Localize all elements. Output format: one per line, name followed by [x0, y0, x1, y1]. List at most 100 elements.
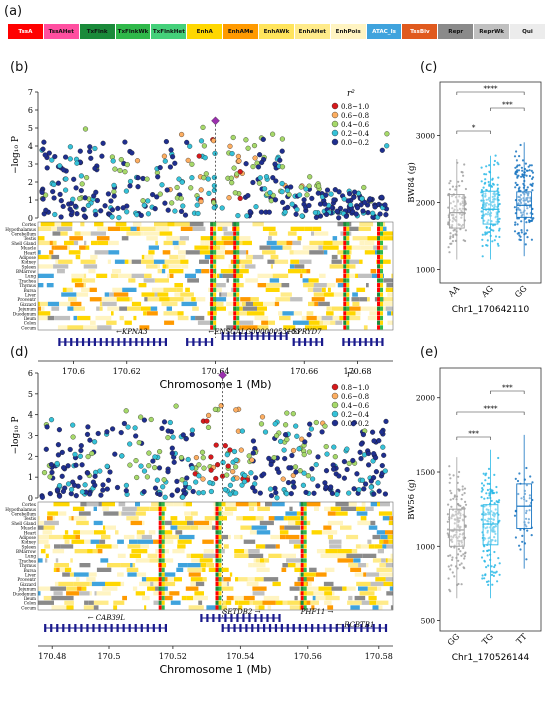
- snp-point: [134, 474, 140, 481]
- tissue-label: Heart: [24, 250, 37, 255]
- chromatin-segment: [48, 254, 52, 260]
- snp-point: [179, 179, 185, 185]
- chromatin-segment: [174, 577, 182, 582]
- chromatin-segment: [372, 605, 379, 610]
- chromatin-segment: [85, 315, 91, 321]
- jitter-point: [486, 519, 489, 523]
- jitter-point: [458, 563, 461, 567]
- snp-point: [54, 487, 60, 493]
- chromatin-segment: [309, 240, 324, 246]
- chromatin-segment: [66, 287, 73, 292]
- chromatin-segment: [195, 581, 205, 587]
- chromatin-segment: [289, 264, 295, 269]
- promoter-segment: [218, 502, 222, 507]
- snp-point: [250, 164, 256, 170]
- snp-point: [347, 191, 353, 197]
- snp-point: [293, 211, 299, 217]
- chromatin-segment: [320, 553, 336, 558]
- jitter-point: [493, 198, 496, 201]
- chromatin-segment: [117, 553, 126, 558]
- jitter-point: [517, 492, 520, 496]
- snp-point: [380, 444, 386, 450]
- promoter-segment: [233, 268, 237, 274]
- chromatin-segment: [375, 577, 386, 582]
- promoter-segment: [213, 325, 217, 330]
- promoter-segment: [158, 558, 162, 563]
- jitter-point: [486, 239, 489, 242]
- jitter-point: [454, 510, 457, 513]
- chromatin-segment: [124, 320, 132, 325]
- jitter-point: [490, 573, 494, 577]
- jitter-point: [497, 557, 500, 560]
- chromatin-segment: [41, 306, 45, 311]
- snp-point: [360, 208, 366, 214]
- chromatin-segment: [314, 301, 319, 307]
- x-tick-label: 170.56: [294, 652, 322, 661]
- jitter-point: [494, 564, 497, 567]
- snp-point: [281, 447, 287, 453]
- snp-point: [93, 189, 99, 195]
- chromatin-segment: [96, 544, 112, 549]
- chromatin-segment: [383, 297, 393, 302]
- gene-exon: [354, 624, 357, 632]
- chromatin-segment: [86, 502, 99, 507]
- chromatin-segment: [107, 259, 111, 264]
- snp-point: [250, 438, 256, 444]
- promoter-segment: [213, 226, 217, 231]
- chromatin-segment: [55, 558, 59, 563]
- chromatin-segment: [278, 311, 283, 316]
- promoter-segment: [233, 240, 237, 246]
- chromatin-segment: [103, 511, 119, 516]
- jitter-point: [457, 539, 460, 542]
- snp-point: [89, 450, 95, 457]
- snp-point: [313, 214, 319, 220]
- chromatin-segment: [147, 553, 158, 558]
- chromatin-segment: [168, 264, 182, 269]
- chromatin-segment: [222, 549, 225, 554]
- snp-point: [224, 452, 230, 458]
- jitter-point: [515, 159, 519, 162]
- snp-point: [165, 435, 171, 441]
- gene-exon: [268, 624, 272, 632]
- jitter-point: [491, 195, 494, 198]
- promoter-segment: [303, 544, 307, 549]
- jitter-point: [492, 229, 495, 232]
- jitter-point: [482, 484, 485, 487]
- chromatin-segment: [175, 530, 183, 535]
- tissue-label: Trachea: [19, 558, 37, 563]
- gene-exon: [62, 624, 65, 632]
- promoter-segment: [377, 278, 381, 283]
- snp-point: [336, 189, 342, 195]
- promoter-segment: [218, 577, 222, 582]
- jitter-point: [531, 177, 534, 180]
- snp-point: [300, 482, 306, 488]
- snp-point: [59, 473, 65, 479]
- gene-exon: [315, 338, 318, 346]
- chromatin-segment: [142, 520, 145, 526]
- chromatin-segment: [275, 297, 291, 302]
- chromatin-segment: [239, 250, 247, 255]
- chromatin-segment: [190, 577, 203, 582]
- snp-point: [162, 158, 168, 164]
- tissue-label: BMarrow: [16, 549, 36, 554]
- promoter-segment: [213, 315, 217, 321]
- snp-point: [173, 403, 179, 409]
- chromatin-segment: [304, 577, 314, 582]
- gene-exon: [164, 624, 167, 632]
- snp-point: [178, 195, 184, 202]
- promoter-segment: [218, 553, 222, 558]
- snp-point: [171, 459, 177, 465]
- chromatin-segment: [366, 563, 369, 568]
- chromatin-segment: [243, 595, 255, 601]
- chromatin-segment: [191, 297, 196, 302]
- jitter-point: [480, 518, 483, 521]
- jitter-point: [457, 542, 460, 545]
- chromatin-segment: [147, 586, 156, 591]
- gene-exon: [268, 332, 271, 340]
- gene-exon: [146, 624, 149, 632]
- gene-exon: [381, 338, 384, 346]
- jitter-point: [520, 220, 523, 223]
- promoter-segment: [236, 273, 240, 278]
- tissue-label: Liver: [25, 293, 36, 298]
- jitter-point: [516, 223, 519, 226]
